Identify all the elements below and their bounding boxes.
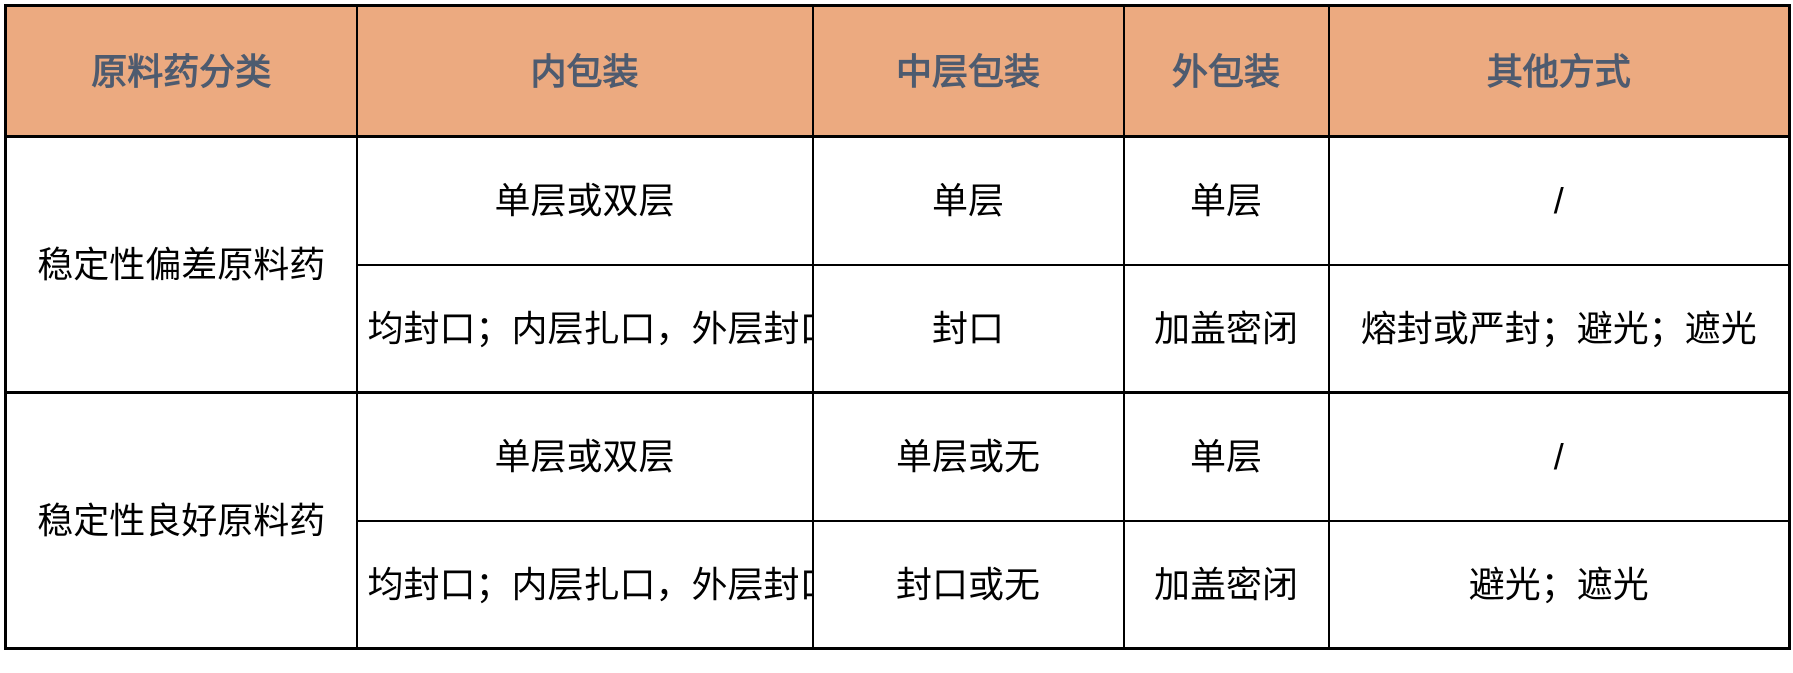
table-row: 均封口；内层扎口，外层封口 封口 加盖密闭 熔封或严封；避光；遮光 [6,263,1791,394]
category-cell: 稳定性良好原料药 [4,391,358,650]
header-cell-middle-packaging: 中层包装 [811,4,1125,138]
header-cell-category: 原料药分类 [4,4,358,138]
header-cell-other-methods: 其他方式 [1327,4,1791,138]
table-cell: 避光；遮光 [1327,519,1791,650]
table-cell: 封口或无 [811,519,1125,650]
table-cell: 单层或双层 [355,135,814,266]
table-cell: 单层 [1122,135,1330,266]
table-cell: 单层 [811,135,1125,266]
packaging-requirements-table: 原料药分类 内包装 中层包装 外包装 其他方式 稳定性偏差原料药 单层或双层 单… [4,4,1791,650]
table-cell: 均封口；内层扎口，外层封口 [355,263,814,394]
table-cell: 单层 [1122,391,1330,522]
table-cell: 熔封或严封；避光；遮光 [1327,263,1791,394]
category-cell: 稳定性偏差原料药 [4,135,358,394]
page: 原料药分类 内包装 中层包装 外包装 其他方式 稳定性偏差原料药 单层或双层 单… [4,4,1791,650]
header-cell-outer-packaging: 外包装 [1122,4,1330,138]
header-row: 原料药分类 内包装 中层包装 外包装 其他方式 [4,4,1791,138]
table-cell: / [1327,391,1791,522]
table-cell: 封口 [811,263,1125,394]
table-cell: 加盖密闭 [1122,519,1330,650]
table-cell: 单层或无 [811,391,1125,522]
table-row: 稳定性良好原料药 单层或双层 单层或无 单层 / [4,391,1791,650]
table-cell: 单层或双层 [355,391,814,522]
header-cell-inner-packaging: 内包装 [355,4,814,138]
table-row: 均封口；内层扎口，外层封口 封口或无 加盖密闭 避光；遮光 [6,519,1791,650]
table-cell: 加盖密闭 [1122,263,1330,394]
table-cell: / [1327,135,1791,266]
table-row: 稳定性偏差原料药 单层或双层 单层 单层 / [4,135,1791,394]
table-cell: 均封口；内层扎口，外层封口 [355,519,814,650]
